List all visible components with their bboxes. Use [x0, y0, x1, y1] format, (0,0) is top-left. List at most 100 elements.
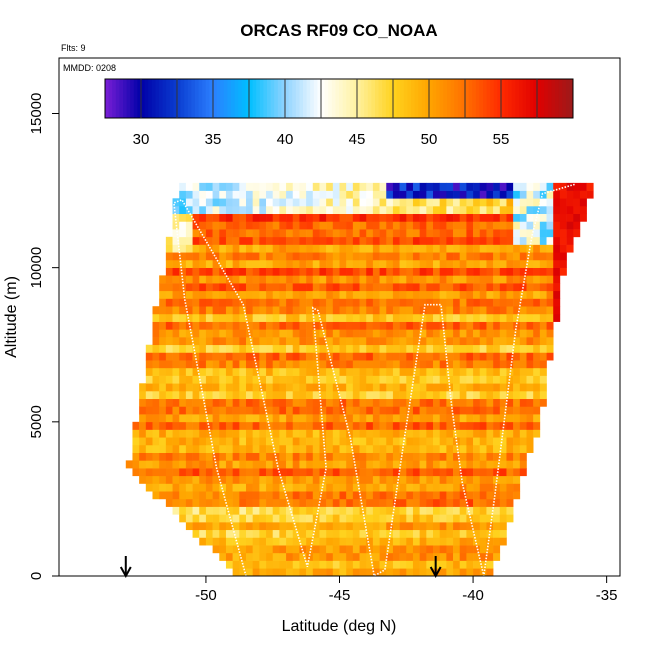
heatmap-cell [372, 545, 380, 554]
heatmap-cell [392, 367, 400, 376]
heatmap-cell [199, 460, 207, 469]
heatmap-cell [246, 421, 253, 430]
heatmap-cell [479, 560, 487, 569]
heatmap-cell [205, 506, 213, 515]
heatmap-cell [339, 514, 347, 523]
heatmap-cell [392, 321, 400, 330]
heatmap-cell [292, 444, 300, 453]
heatmap-cell [299, 190, 307, 199]
heatmap-cell [453, 298, 461, 307]
heatmap-cell [252, 313, 260, 322]
heatmap-cell [225, 367, 233, 376]
heatmap-cell [152, 352, 160, 361]
heatmap-cell [272, 313, 280, 322]
heatmap-cell [459, 344, 467, 353]
heatmap-cell [252, 298, 260, 307]
heatmap-cell [553, 306, 561, 315]
heatmap-cell [306, 506, 314, 515]
colorbar-segment [472, 79, 477, 118]
heatmap-cell [506, 475, 514, 484]
heatmap-cell [139, 414, 147, 423]
heatmap-cell [259, 429, 267, 438]
heatmap-cell [225, 236, 233, 245]
heatmap-cell [453, 391, 461, 400]
heatmap-cell [486, 290, 494, 299]
heatmap-cell [219, 206, 227, 215]
heatmap-cell [286, 352, 294, 361]
heatmap-cell [165, 344, 173, 353]
heatmap-cell [446, 522, 454, 531]
heatmap-cell [246, 491, 253, 500]
heatmap-cell [399, 252, 407, 261]
heatmap-cell [266, 506, 274, 515]
heatmap-cell [412, 352, 420, 361]
heatmap-cell [239, 414, 247, 423]
heatmap-cell [346, 375, 354, 384]
heatmap-cell [399, 545, 407, 554]
heatmap-cell [232, 498, 240, 507]
heatmap-cell [566, 206, 574, 215]
heatmap-cell [506, 190, 514, 199]
heatmap-cell [399, 206, 407, 215]
heatmap-cell [219, 190, 227, 199]
heatmap-cell [479, 244, 487, 253]
heatmap-cell [346, 229, 354, 238]
heatmap-cell [559, 213, 567, 222]
heatmap-cell [159, 483, 167, 492]
heatmap-cell [419, 444, 427, 453]
heatmap-cell [553, 283, 561, 292]
heatmap-cell [426, 221, 434, 230]
heatmap-cell [386, 514, 394, 523]
heatmap-cell [179, 313, 187, 322]
heatmap-cell [479, 444, 487, 453]
heatmap-cell [292, 491, 300, 500]
heatmap-cell [205, 352, 213, 361]
heatmap-cell [473, 252, 481, 261]
heatmap-cell [266, 468, 274, 477]
heatmap-cell [392, 537, 400, 546]
heatmap-cell [539, 313, 547, 322]
heatmap-cell [379, 306, 387, 315]
heatmap-cell [386, 560, 394, 569]
heatmap-cell [185, 306, 193, 315]
heatmap-cell [205, 414, 213, 423]
heatmap-cell [533, 259, 541, 268]
heatmap-cell [453, 329, 461, 338]
heatmap-cell [379, 452, 387, 461]
heatmap-cell [159, 360, 167, 369]
y-tick-label: 15000 [28, 93, 45, 135]
heatmap-cell [225, 313, 233, 322]
heatmap-cell [286, 229, 294, 238]
heatmap-cell [339, 537, 347, 546]
heatmap-cell [266, 498, 274, 507]
heatmap-cell [406, 414, 414, 423]
heatmap-cell [412, 375, 420, 384]
heatmap-cell [185, 522, 193, 531]
colorbar-segment [501, 79, 505, 118]
heatmap-cell [232, 267, 240, 276]
heatmap-cell [266, 437, 274, 446]
heatmap-cell [312, 329, 320, 338]
heatmap-cell [439, 360, 447, 369]
heatmap-cell [246, 383, 253, 392]
heatmap-cell [486, 452, 494, 461]
heatmap-cell [319, 190, 327, 199]
heatmap-cell [453, 506, 461, 515]
heatmap-cell [339, 367, 347, 376]
colorbar-segment [565, 79, 570, 118]
heatmap-cell [279, 429, 287, 438]
colorbar-segment [123, 79, 127, 118]
heatmap-cell [232, 321, 240, 330]
heatmap-cell [466, 182, 474, 191]
heatmap-cell [205, 406, 213, 415]
heatmap-cell [299, 568, 307, 577]
heatmap-cell [459, 252, 467, 261]
heatmap-cell [419, 236, 427, 245]
heatmap-cell [546, 267, 554, 276]
heatmap-cell [212, 229, 220, 238]
heatmap-cell [172, 360, 180, 369]
heatmap-cell [159, 283, 167, 292]
heatmap-cell [546, 337, 554, 346]
heatmap-cell [232, 452, 240, 461]
heatmap-cell [392, 421, 400, 430]
